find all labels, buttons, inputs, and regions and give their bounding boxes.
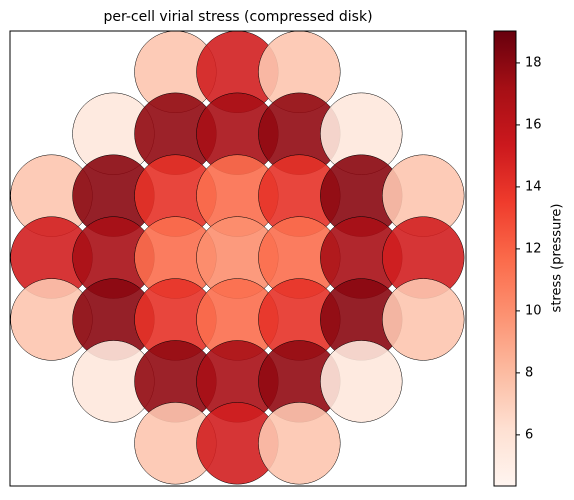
colorbar-tick-label: 10 — [525, 303, 542, 318]
colorbar-label: stress (pressure) — [550, 204, 565, 313]
cell — [258, 402, 341, 485]
cell — [320, 340, 403, 423]
colorbar-tick-label: 12 — [525, 241, 542, 256]
colorbar-tick-label: 18 — [525, 55, 542, 70]
colorbar-tick-label: 14 — [525, 179, 542, 194]
colorbar-tick-label: 16 — [525, 117, 542, 132]
chart-title: per-cell virial stress (compressed disk) — [103, 9, 372, 25]
colorbar — [493, 30, 517, 487]
colorbar-tick-label: 6 — [525, 427, 533, 442]
cell — [382, 278, 465, 361]
colorbar-tick-label: 8 — [525, 365, 533, 380]
plot-area — [10, 31, 465, 485]
axes-frame — [9, 30, 467, 487]
